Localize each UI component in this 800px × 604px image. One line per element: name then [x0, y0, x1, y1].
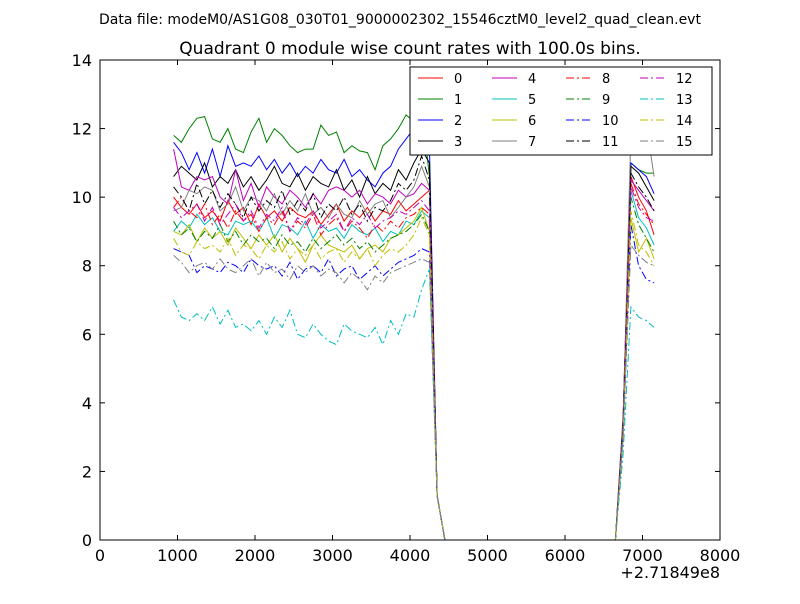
y-tick-label: 10 [72, 188, 92, 207]
x-tick-label: 1000 [157, 546, 198, 565]
x-tick-label: 4000 [390, 546, 431, 565]
legend-label-3: 3 [454, 135, 462, 150]
x-tick-label: 8000 [700, 546, 741, 565]
x-tick-label: 0 [95, 546, 105, 565]
legend-label-6: 6 [528, 114, 536, 129]
legend-label-2: 2 [454, 114, 462, 129]
legend-label-15: 15 [676, 135, 693, 150]
legend-label-5: 5 [528, 93, 536, 108]
y-tick-label: 14 [72, 51, 92, 70]
legend-label-1: 1 [454, 93, 462, 108]
x-offset-label: +2.71849e8 [620, 563, 720, 582]
x-tick-label: 3000 [312, 546, 353, 565]
y-tick-label: 4 [82, 394, 92, 413]
series-line-15 [173, 243, 655, 541]
x-tick-label: 5000 [467, 546, 508, 565]
y-tick-label: 6 [82, 325, 92, 344]
legend-label-8: 8 [602, 72, 610, 87]
series-line-10 [173, 224, 655, 541]
legend-label-14: 14 [676, 114, 693, 129]
x-tick-label: 2000 [235, 546, 276, 565]
legend-label-9: 9 [602, 93, 610, 108]
legend-box [409, 66, 713, 156]
legend-label-4: 4 [528, 72, 536, 87]
y-tick-label: 12 [72, 120, 92, 139]
legend-label-0: 0 [454, 72, 462, 87]
y-tick-label: 8 [82, 257, 92, 276]
y-tick-label: 2 [82, 462, 92, 481]
legend-label-12: 12 [676, 72, 693, 87]
legend-label-11: 11 [602, 135, 619, 150]
axis-ticks: 0 1000 2000 3000 4000 5000 6000 7000 80000246810… [72, 51, 741, 565]
legend-label-10: 10 [602, 114, 619, 129]
x-tick-label: 7000 [622, 546, 663, 565]
x-tick-label: 6000 [545, 546, 586, 565]
y-tick-label: 0 [82, 531, 92, 550]
suptitle: Data file: modeM0/AS1G08_030T01_90000023… [99, 12, 701, 28]
chart-title: Quadrant 0 module wise count rates with … [179, 39, 640, 59]
legend-label-7: 7 [528, 135, 536, 150]
legend-label-13: 13 [676, 93, 693, 108]
